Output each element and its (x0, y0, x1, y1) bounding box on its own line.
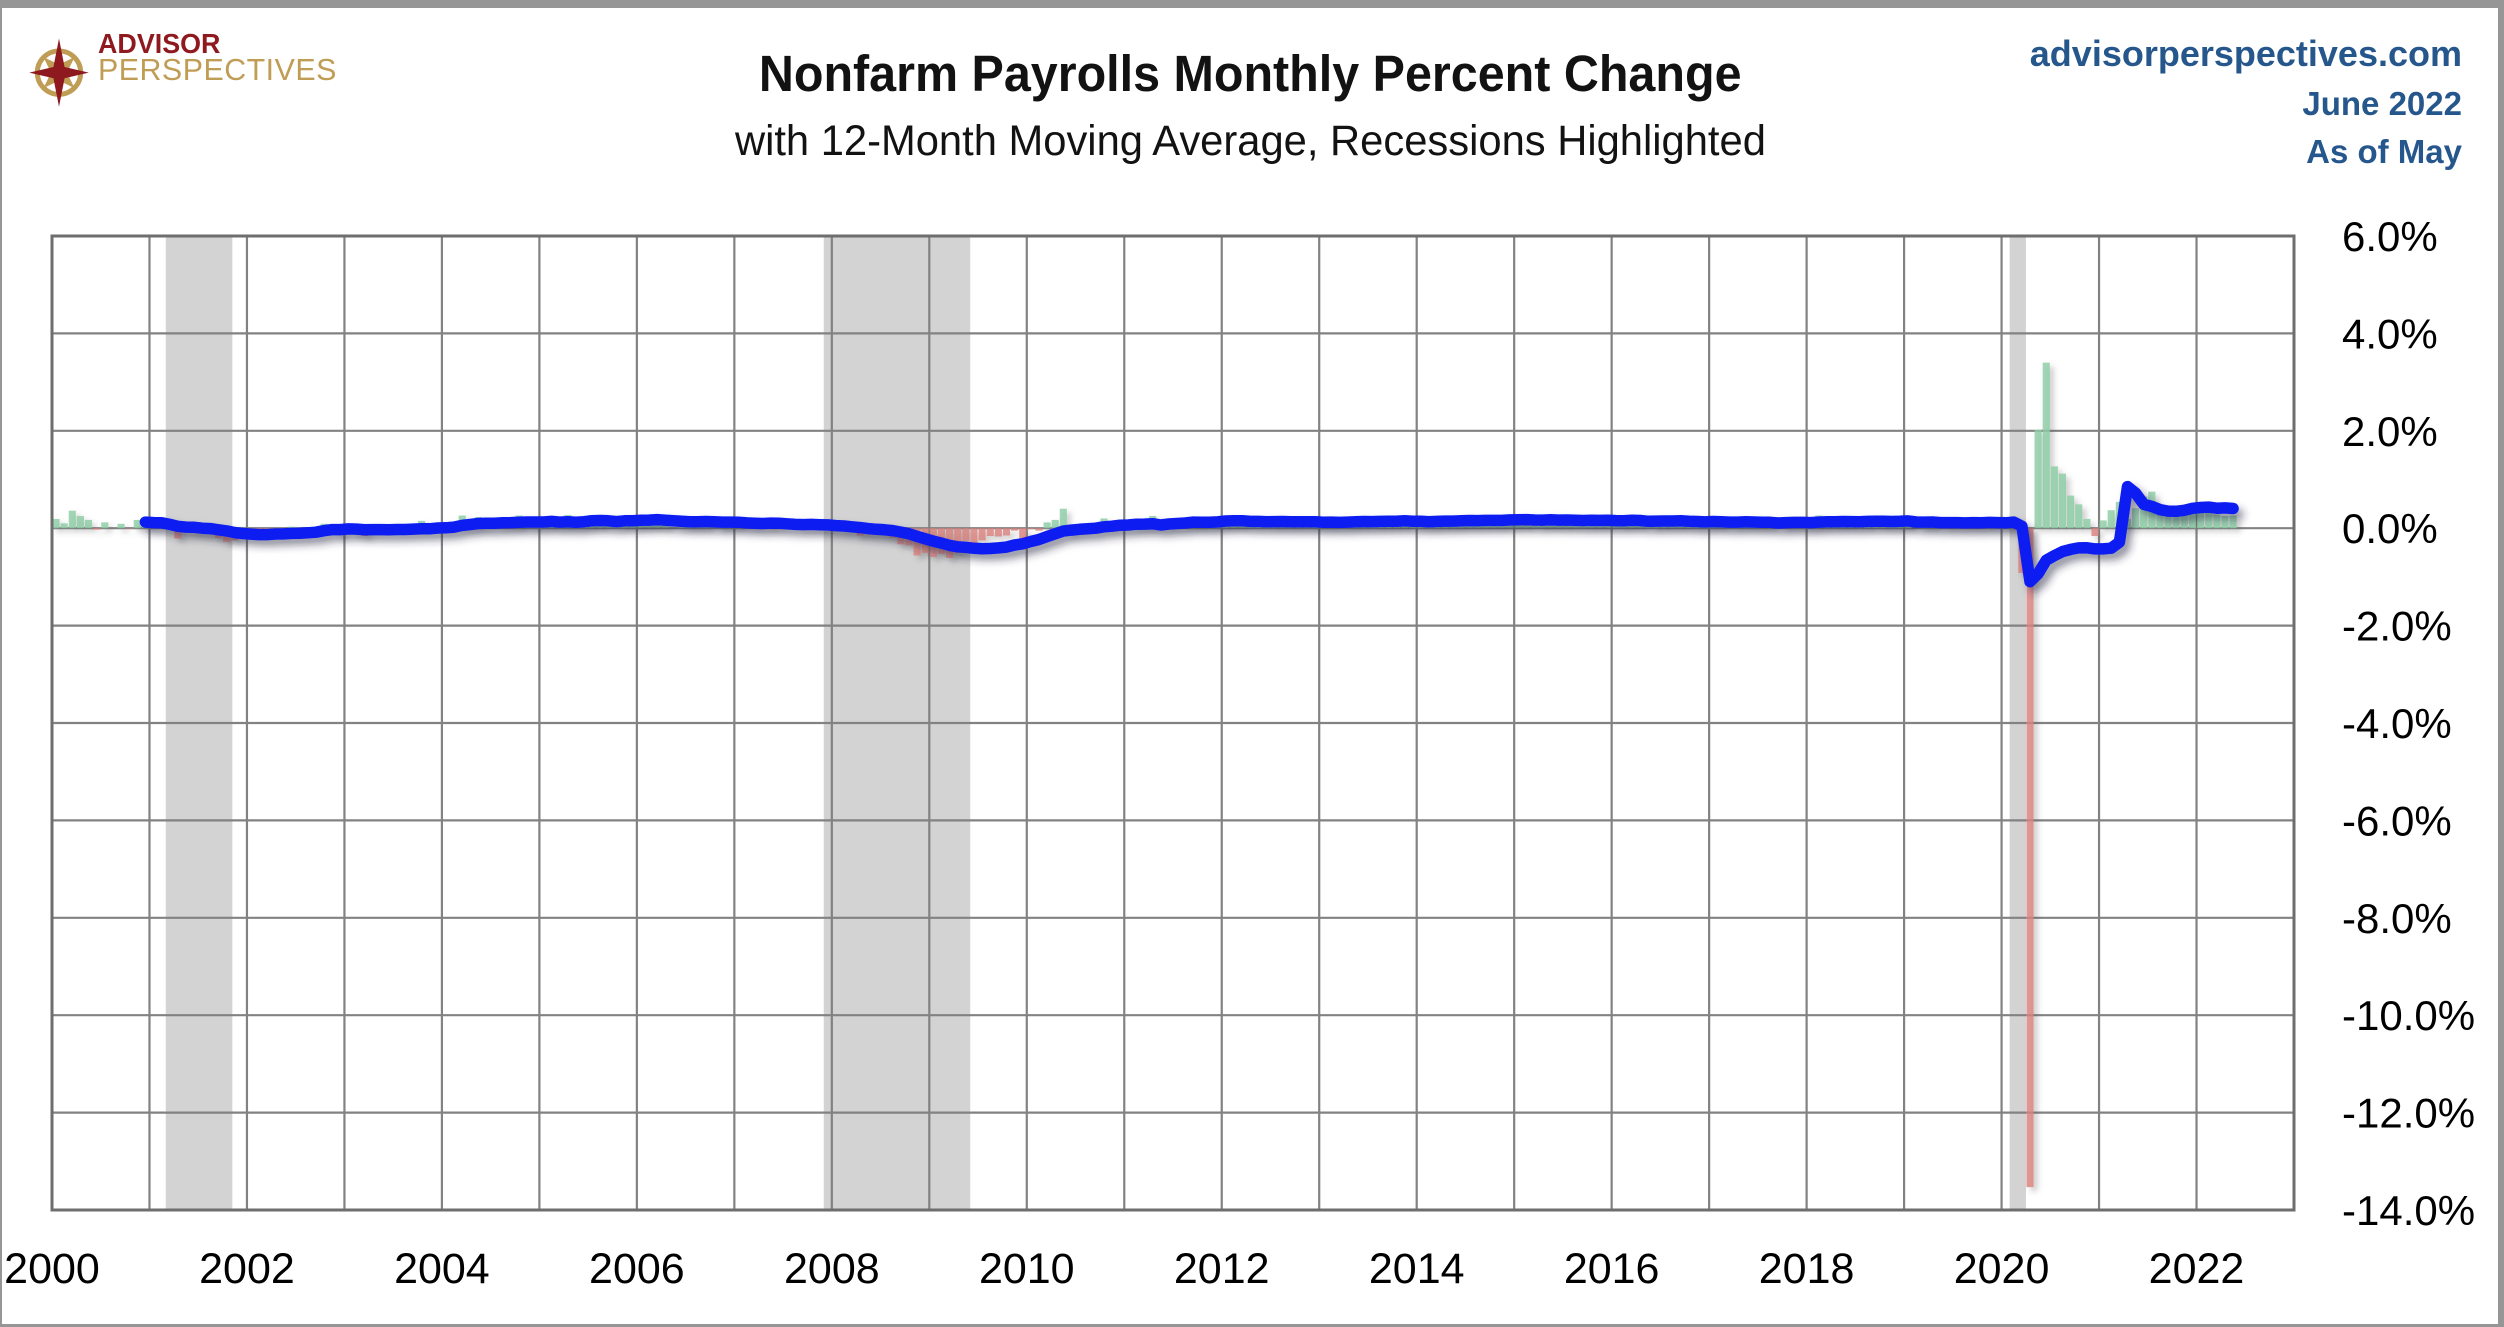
monthly-bar (1059, 508, 1067, 529)
monthly-bar (1644, 526, 1652, 529)
source-block: advisorperspectives.com June 2022 As of … (2030, 28, 2462, 176)
issue-date: June 2022 (2302, 85, 2462, 123)
monthly-bar (68, 510, 76, 529)
source-site: advisorperspectives.com (2029, 33, 2462, 74)
x-axis-label: 2022 (2149, 1245, 2245, 1293)
monthly-bar (2221, 516, 2229, 529)
y-axis-label: -8.0% (2342, 895, 2452, 942)
monthly-bar (2075, 504, 2083, 529)
monthly-bar (2188, 511, 2197, 529)
monthly-bar (604, 525, 612, 529)
chart-subtitle: with 12-Month Moving Average, Recessions… (734, 117, 1766, 165)
monthly-bar (1035, 528, 1043, 531)
monthly-bar (1530, 525, 1539, 529)
monthly-bar (2091, 528, 2099, 536)
monthly-bar (978, 528, 986, 541)
x-axis-label: 2008 (784, 1245, 880, 1293)
chart-title: Nonfarm Payrolls Monthly Percent Change (758, 45, 1742, 102)
logo-word-advisor: ADVISOR (98, 28, 221, 59)
monthly-bar (2205, 504, 2213, 529)
monthly-bar (2107, 510, 2115, 529)
y-axis-label: -6.0% (2342, 797, 2452, 844)
monthly-bar (2180, 507, 2188, 529)
monthly-bar (1011, 528, 1019, 531)
moving-average-line (139, 480, 2239, 588)
monthly-bar (1002, 528, 1011, 536)
x-axis-label: 2010 (979, 1245, 1075, 1293)
monthly-bar (76, 516, 84, 529)
monthly-bar (2083, 518, 2091, 529)
x-axis-label: 2012 (1174, 1245, 1270, 1293)
monthly-bar (52, 518, 60, 529)
monthly-bar (1051, 519, 1059, 529)
monthly-bar (986, 528, 994, 536)
x-axis-label: 2018 (1759, 1245, 1855, 1293)
monthly-change-bars (52, 362, 2237, 1188)
monthly-bar (970, 528, 978, 546)
chart-header: Nonfarm Payrolls Monthly Percent Change … (2, 44, 2498, 166)
monthly-bar (1019, 528, 1027, 539)
monthly-bar (2164, 514, 2172, 529)
x-axis-label: 2000 (4, 1245, 100, 1293)
y-axis-label: -10.0% (2342, 992, 2475, 1039)
y-axis-label: -14.0% (2342, 1187, 2475, 1234)
monthly-bar (117, 523, 125, 529)
monthly-bar (2058, 473, 2067, 529)
monthly-bar (2099, 520, 2107, 529)
y-axis-label: -12.0% (2342, 1090, 2475, 1137)
monthly-bar (2156, 512, 2164, 529)
monthly-bar (2067, 495, 2075, 529)
monthly-bar (2034, 429, 2042, 529)
y-axis-label: -2.0% (2342, 603, 2452, 650)
monthly-bar (962, 528, 970, 541)
logo-word-perspectives: PERSPECTIVES (98, 52, 337, 87)
x-axis-label: 2020 (1954, 1245, 2050, 1293)
monthly-bar (2140, 496, 2148, 529)
monthly-bar (2026, 528, 2034, 1188)
x-axis-label: 2006 (589, 1245, 685, 1293)
advisor-perspectives-logo: ADVISOR PERSPECTIVES (28, 30, 342, 108)
monthly-bar (263, 528, 271, 530)
y-axis-label: 2.0% (2342, 408, 2438, 455)
monthly-bar (1027, 528, 1035, 530)
y-axis-label: 0.0% (2342, 505, 2438, 552)
monthly-bar (2132, 508, 2140, 529)
monthly-bar (93, 528, 101, 530)
y-axis-label: -4.0% (2342, 700, 2452, 747)
monthly-bar (60, 523, 68, 529)
monthly-bar (101, 522, 109, 529)
monthly-bar (2172, 506, 2180, 529)
monthly-bar (288, 526, 296, 529)
monthly-bar (2042, 362, 2050, 529)
compass-logo-icon (29, 38, 89, 107)
y-axis-label: 4.0% (2342, 310, 2438, 357)
x-axis-label: 2004 (394, 1245, 490, 1293)
x-axis-label: 2002 (199, 1245, 295, 1293)
monthly-bar (1043, 522, 1051, 529)
x-axis-label: 2014 (1369, 1245, 1465, 1293)
monthly-bar (2229, 515, 2237, 529)
monthly-bar (174, 528, 182, 539)
monthly-bar (2197, 511, 2205, 529)
x-axis-label: 2016 (1564, 1245, 1660, 1293)
monthly-bar (84, 519, 93, 529)
y-axis-label: 6.0% (2342, 213, 2438, 260)
monthly-bar (954, 528, 962, 554)
monthly-bar (994, 528, 1002, 537)
monthly-bar (2050, 466, 2058, 529)
plot-border (50, 234, 2296, 1212)
as-of-label: As of May (2306, 133, 2462, 171)
monthly-bar (2213, 514, 2221, 529)
payrolls-chart: 6.0% 4.0% 2.0% 0.0% -2.0% -4.0% -6.0% -8.0% -10.… (4, 213, 2475, 1293)
monthly-bar (133, 519, 141, 529)
